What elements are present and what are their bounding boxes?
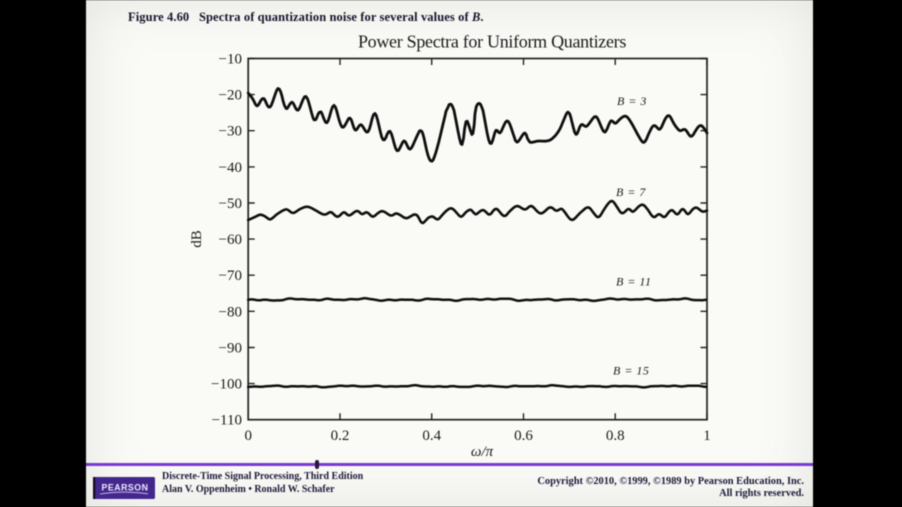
svg-text:−60: −60	[219, 232, 242, 248]
svg-text:−80: −80	[219, 304, 242, 320]
svg-text:−30: −30	[219, 124, 242, 140]
svg-text:B = 15: B = 15	[613, 364, 649, 378]
svg-text:−10: −10	[219, 52, 242, 68]
svg-text:B = 3: B = 3	[617, 94, 647, 108]
svg-text:−40: −40	[219, 160, 242, 176]
svg-text:−20: −20	[219, 88, 242, 104]
svg-text:−110: −110	[212, 413, 242, 429]
svg-text:PEARSON: PEARSON	[101, 483, 148, 493]
svg-text:Power Spectra for Uniform Quan: Power Spectra for Uniform Quantizers	[358, 31, 626, 51]
svg-text:dB: dB	[189, 230, 205, 248]
svg-text:−90: −90	[219, 341, 242, 357]
svg-text:0.4: 0.4	[422, 428, 441, 444]
svg-text:1: 1	[703, 428, 711, 444]
svg-text:0.2: 0.2	[331, 428, 350, 444]
svg-text:−70: −70	[219, 268, 242, 284]
svg-text:B = 11: B = 11	[616, 275, 652, 289]
svg-text:B = 7: B = 7	[616, 185, 646, 199]
svg-text:−50: −50	[219, 196, 242, 212]
svg-text:−100: −100	[211, 377, 242, 393]
svg-text:0.6: 0.6	[514, 428, 533, 444]
svg-text:0: 0	[244, 428, 252, 444]
svg-text:0.8: 0.8	[606, 428, 625, 444]
svg-text:ω/π: ω/π	[471, 444, 494, 460]
